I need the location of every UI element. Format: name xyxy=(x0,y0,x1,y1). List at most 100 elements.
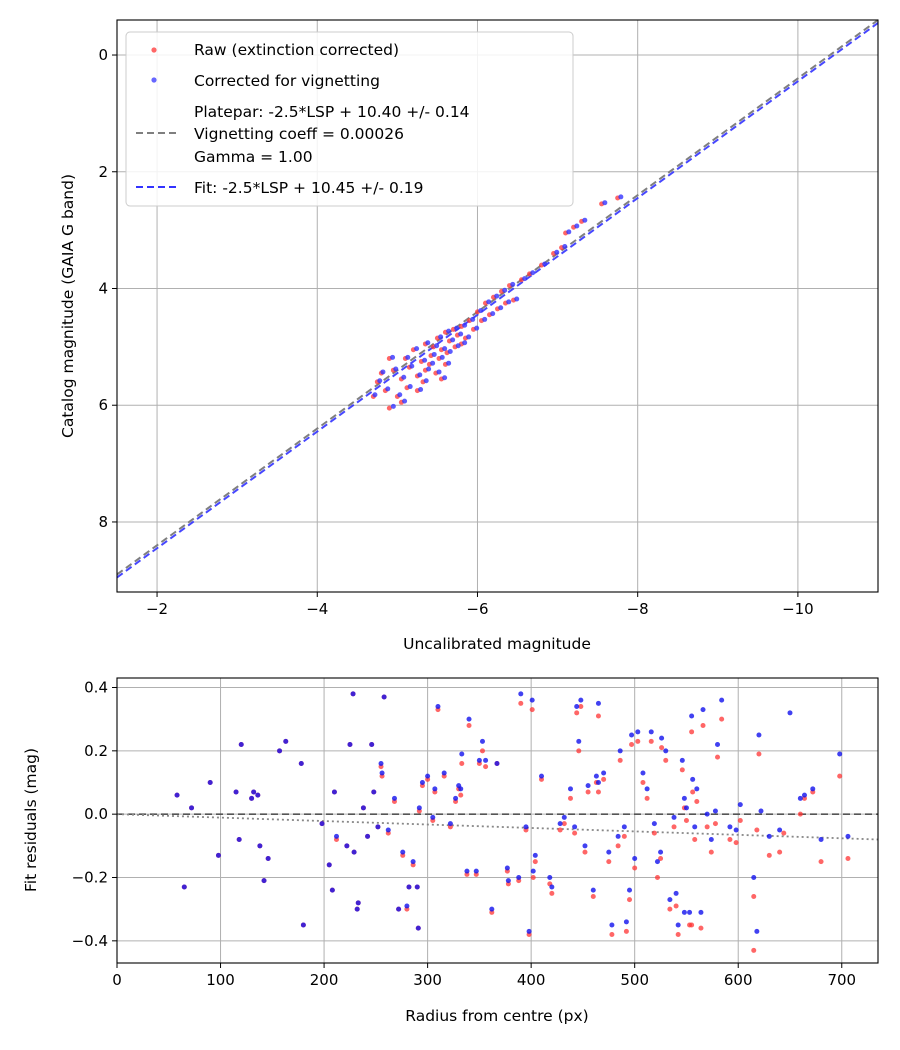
bottom-corrected-point xyxy=(756,732,762,738)
top-scatter-points xyxy=(370,194,624,411)
top-corrected-point xyxy=(490,311,496,317)
bottom-corrected-point xyxy=(651,821,657,827)
bottom-trend-line xyxy=(116,813,879,841)
bottom-raw-point xyxy=(601,776,607,782)
bottom-corrected-point xyxy=(606,849,612,855)
top-corrected-point xyxy=(417,372,423,378)
bottom-raw-point xyxy=(458,792,464,798)
bottom-raw-point xyxy=(694,799,700,804)
bottom-raw-point xyxy=(609,932,615,937)
bottom-corrected-point xyxy=(593,773,599,779)
top-corrected-point xyxy=(474,325,480,331)
bottom-corrected-point xyxy=(681,909,687,915)
bottom-corrected-point xyxy=(845,833,851,839)
top-corrected-point xyxy=(380,369,386,375)
bottom-corrected-point xyxy=(567,786,573,792)
bottom-raw-point xyxy=(585,789,591,795)
bottom-raw-point xyxy=(654,875,660,880)
top-corrected-point xyxy=(530,270,536,276)
bottom-corrected-point xyxy=(319,821,325,827)
top-corrected-point xyxy=(407,384,413,390)
bottom-corrected-point xyxy=(430,814,436,820)
bottom-x-tick-label: 400 xyxy=(517,971,546,989)
bottom-raw-point xyxy=(667,906,673,912)
bottom-corrected-point xyxy=(595,700,601,706)
bottom-raw-point xyxy=(756,751,762,757)
bottom-corrected-point xyxy=(381,694,387,700)
bottom-corrected-point xyxy=(396,906,402,912)
bottom-corrected-point xyxy=(355,900,361,906)
bottom-raw-point xyxy=(715,754,721,760)
top-x-tick-label: −6 xyxy=(466,600,488,618)
bottom-raw-point xyxy=(698,925,704,931)
bottom-corrected-point xyxy=(704,811,710,817)
bottom-corrected-point xyxy=(215,852,221,858)
bottom-x-tick-label: 200 xyxy=(310,971,339,989)
legend-label-platepar: Platepar: -2.5*LSP + 10.40 +/- 0.14 xyxy=(194,103,470,121)
bottom-corrected-point xyxy=(810,786,816,792)
top-corrected-point xyxy=(562,243,568,249)
bottom-raw-point xyxy=(595,713,601,719)
bottom-corrected-point xyxy=(787,710,793,716)
top-x-tick-label: −10 xyxy=(782,600,814,618)
top-corrected-point xyxy=(455,343,461,349)
bottom-raw-point xyxy=(459,761,465,766)
top-corrected-point xyxy=(414,346,420,352)
top-x-tick-label: −8 xyxy=(627,600,649,618)
bottom-corrected-point xyxy=(385,827,391,833)
bottom-corrected-point xyxy=(494,761,500,766)
bottom-corrected-point xyxy=(464,868,470,874)
top-corrected-point xyxy=(390,354,396,360)
bottom-raw-point xyxy=(658,856,664,861)
bottom-corrected-point xyxy=(354,906,360,912)
top-corrected-point xyxy=(438,334,444,340)
top-corrected-point xyxy=(422,357,428,363)
top-corrected-point xyxy=(486,299,492,305)
bottom-corrected-point xyxy=(700,707,706,713)
bottom-corrected-point xyxy=(654,859,660,865)
bottom-y-axis-label: Fit residuals (mag) xyxy=(22,748,40,892)
bottom-x-axis-label: Radius from centre (px) xyxy=(405,1007,588,1025)
top-corrected-point xyxy=(542,261,548,267)
bottom-raw-point xyxy=(663,757,669,763)
bottom-corrected-point xyxy=(687,909,693,915)
bottom-raw-point xyxy=(704,824,710,830)
top-corrected-point xyxy=(409,363,415,369)
bottom-raw-point xyxy=(690,789,696,795)
legend-marker-raw xyxy=(151,47,157,53)
bottom-raw-point xyxy=(617,757,623,763)
bottom-corrected-point xyxy=(679,757,685,763)
bottom-corrected-point xyxy=(344,843,350,849)
bottom-corrected-point xyxy=(505,878,511,884)
top-corrected-point xyxy=(442,375,448,381)
bottom-corrected-point xyxy=(547,875,553,880)
bottom-corrected-point xyxy=(174,792,180,798)
top-corrected-point xyxy=(423,378,429,384)
bottom-corrected-point xyxy=(300,922,306,928)
bottom-raw-point xyxy=(751,894,757,899)
bottom-corrected-point xyxy=(754,928,760,934)
bottom-raw-point xyxy=(615,843,621,849)
bottom-corrected-point xyxy=(766,833,772,839)
bottom-corrected-point xyxy=(617,748,623,754)
top-corrected-point xyxy=(462,340,468,346)
bottom-corrected-point xyxy=(447,821,453,827)
bottom-corrected-point xyxy=(329,887,335,893)
bottom-corrected-point xyxy=(453,795,459,801)
top-corrected-point xyxy=(447,349,453,355)
bottom-corrected-point xyxy=(466,716,472,722)
bottom-plot: 0 100 200 300 400 500 600 7000.40.20.0−0.2−0.4 … xyxy=(22,677,879,1025)
bottom-axis-ticks: 0 100 200 300 400 500 600 700 0.4 0.2 0.0 −0.2 −0.4 xyxy=(72,679,857,990)
bottom-raw-point xyxy=(561,821,567,827)
bottom-x-tick-label: 100 xyxy=(206,971,235,989)
bottom-raw-point xyxy=(777,849,783,855)
bottom-corrected-point xyxy=(414,884,420,890)
top-corrected-point xyxy=(426,366,432,372)
bottom-corrected-point xyxy=(797,795,803,801)
top-corrected-point xyxy=(582,217,588,223)
bottom-raw-point xyxy=(627,897,633,903)
top-corrected-point xyxy=(446,328,452,334)
bottom-raw-point xyxy=(679,767,685,773)
bottom-corrected-point xyxy=(719,697,725,703)
